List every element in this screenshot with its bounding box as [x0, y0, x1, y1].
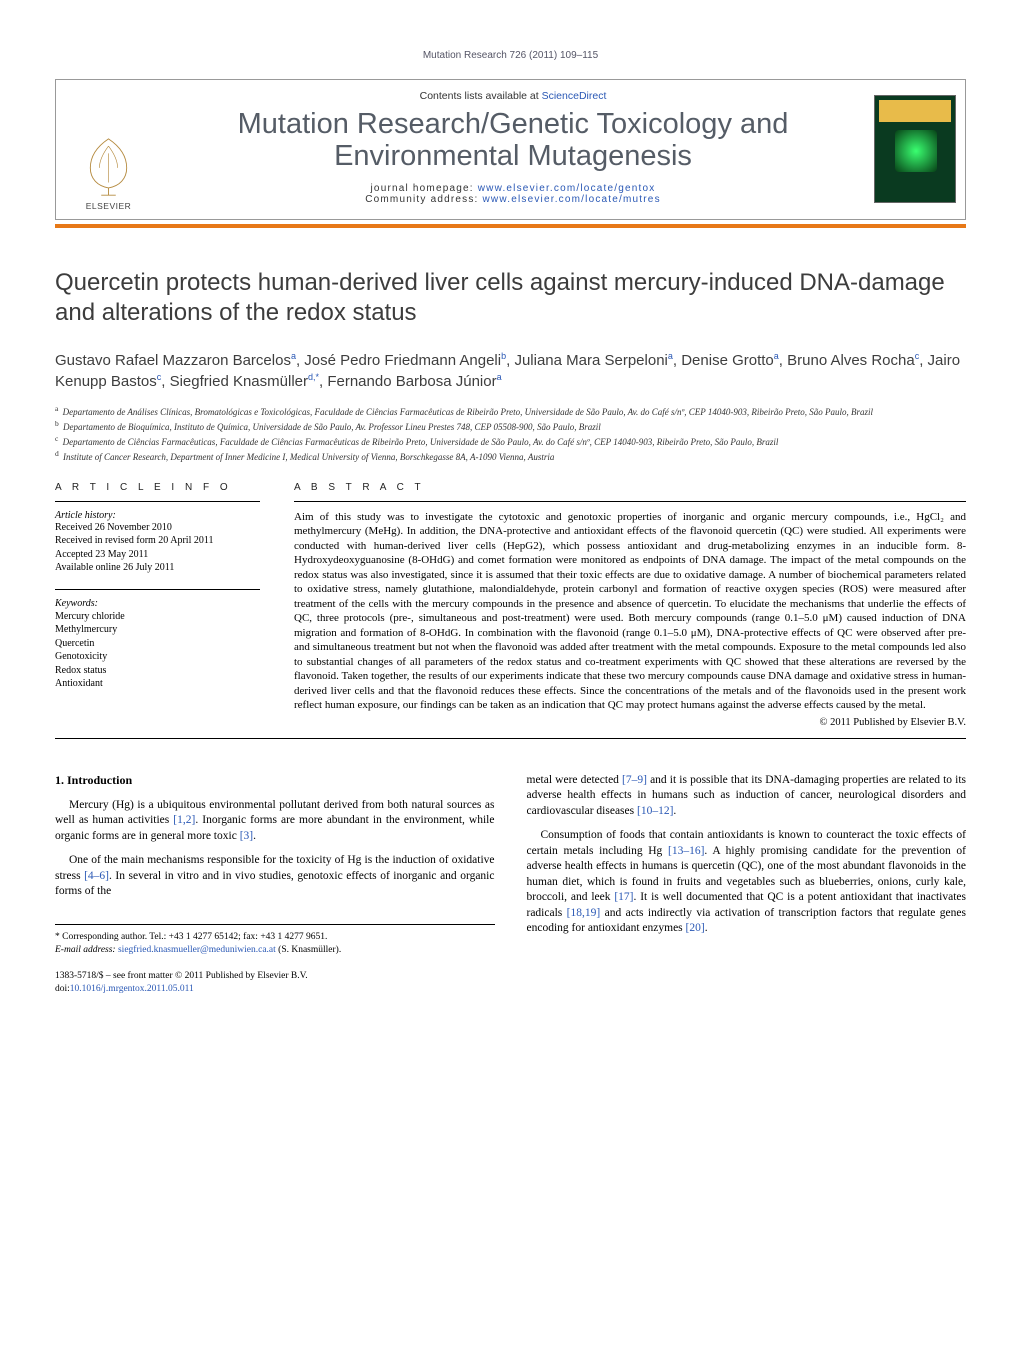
community-label: Community address:	[365, 194, 482, 205]
history-line: Received 26 November 2010	[55, 521, 260, 535]
keywords-block: Keywords: Mercury chlorideMethylmercuryQ…	[55, 589, 260, 691]
intro-paragraph-1: Mercury (Hg) is a ubiquitous environment…	[55, 798, 495, 845]
body-column-right: metal were detected [7–9] and it is poss…	[527, 773, 967, 996]
article-history-label: Article history:	[55, 510, 260, 521]
text-span: .	[673, 805, 676, 817]
introduction-heading: 1. Introduction	[55, 773, 495, 788]
text-span: metal were detected	[527, 774, 623, 786]
text-span: (S. Knasmüller).	[276, 945, 341, 955]
keyword: Redox status	[55, 664, 260, 678]
corresponding-author-line: * Corresponding author. Tel.: +43 1 4277…	[55, 931, 495, 944]
homepage-label: journal homepage:	[371, 183, 478, 194]
keyword: Methylmercury	[55, 623, 260, 637]
doi-label: doi:	[55, 984, 70, 994]
community-address-link[interactable]: www.elsevier.com/locate/mutres	[483, 194, 661, 205]
community-address-line: Community address: www.elsevier.com/loca…	[171, 194, 855, 205]
affiliation-row: c Departamento de Ciências Farmacêuticas…	[55, 434, 966, 448]
corresponding-author-footnote: * Corresponding author. Tel.: +43 1 4277…	[55, 924, 495, 957]
intro-paragraph-2: One of the main mechanisms responsible f…	[55, 853, 495, 900]
keyword: Quercetin	[55, 637, 260, 651]
journal-homepage-line: journal homepage: www.elsevier.com/locat…	[171, 183, 855, 194]
corresponding-email-line: E-mail address: siegfried.knasmueller@me…	[55, 944, 495, 957]
journal-name: Mutation Research/Genetic Toxicology and…	[171, 108, 855, 173]
publisher-label: ELSEVIER	[86, 201, 132, 211]
keywords-label: Keywords:	[55, 598, 260, 609]
running-header: Mutation Research 726 (2011) 109–115	[55, 50, 966, 61]
corresponding-email-link[interactable]: siegfried.knasmueller@meduniwien.ca.at	[118, 945, 276, 955]
keyword: Mercury chloride	[55, 610, 260, 624]
ref-link[interactable]: [4–6]	[84, 870, 109, 882]
history-line: Available online 26 July 2011	[55, 561, 260, 575]
history-line: Accepted 23 May 2011	[55, 548, 260, 562]
doi-link[interactable]: 10.1016/j.mrgentox.2011.05.011	[70, 984, 194, 994]
affiliation-row: d Institute of Cancer Research, Departme…	[55, 449, 966, 463]
doi-line: doi:10.1016/j.mrgentox.2011.05.011	[55, 983, 495, 996]
article-info-heading: A R T I C L E I N F O	[55, 482, 260, 493]
author-list: Gustavo Rafael Mazzaron Barcelosa, José …	[55, 350, 966, 392]
ref-link[interactable]: [20]	[686, 922, 705, 934]
front-matter-block: 1383-5718/$ – see front matter © 2011 Pu…	[55, 970, 495, 996]
abstract-copyright: © 2011 Published by Elsevier B.V.	[294, 717, 966, 728]
journal-homepage-link[interactable]: www.elsevier.com/locate/gentox	[478, 183, 656, 194]
ref-link[interactable]: [18,19]	[567, 907, 601, 919]
affiliation-row: a Departamento de Análises Clínicas, Bro…	[55, 404, 966, 418]
text-span: . In several in vitro and in vivo studie…	[55, 870, 495, 898]
email-label: E-mail address:	[55, 945, 118, 955]
contents-prefix: Contents lists available at	[420, 90, 542, 102]
ref-link[interactable]: [10–12]	[637, 805, 673, 817]
text-span: .	[253, 830, 256, 842]
affiliation-list: a Departamento de Análises Clínicas, Bro…	[55, 404, 966, 464]
contents-available-line: Contents lists available at ScienceDirec…	[171, 90, 855, 102]
front-matter-line: 1383-5718/$ – see front matter © 2011 Pu…	[55, 970, 495, 983]
journal-cover-block	[865, 80, 965, 219]
ref-link[interactable]: [3]	[240, 830, 253, 842]
elsevier-tree-icon	[81, 137, 136, 197]
ref-link[interactable]: [17]	[614, 891, 633, 903]
intro-paragraph-3: metal were detected [7–9] and it is poss…	[527, 773, 967, 820]
article-title: Quercetin protects human-derived liver c…	[55, 268, 966, 328]
ref-link[interactable]: [7–9]	[622, 774, 647, 786]
affiliation-row: b Departamento de Bioquímica, Instituto …	[55, 419, 966, 433]
ref-link[interactable]: [1,2]	[173, 814, 195, 826]
intro-paragraph-4: Consumption of foods that contain antiox…	[527, 828, 967, 937]
ref-link[interactable]: [13–16]	[668, 845, 704, 857]
body-column-left: 1. Introduction Mercury (Hg) is a ubiqui…	[55, 773, 495, 996]
abstract-body: Aim of this study was to investigate the…	[294, 501, 966, 713]
article-history-block: Article history: Received 26 November 20…	[55, 501, 260, 575]
sciencedirect-link[interactable]: ScienceDirect	[542, 90, 607, 102]
journal-masthead: ELSEVIER Contents lists available at Sci…	[55, 79, 966, 220]
keyword: Antioxidant	[55, 677, 260, 691]
keyword: Genotoxicity	[55, 650, 260, 664]
journal-cover-icon	[874, 95, 956, 203]
text-span: .	[705, 922, 708, 934]
section-rule	[55, 738, 966, 739]
history-line: Received in revised form 20 April 2011	[55, 534, 260, 548]
publisher-block: ELSEVIER	[56, 80, 161, 219]
abstract-heading: A B S T R A C T	[294, 482, 966, 493]
orange-divider	[55, 224, 966, 228]
